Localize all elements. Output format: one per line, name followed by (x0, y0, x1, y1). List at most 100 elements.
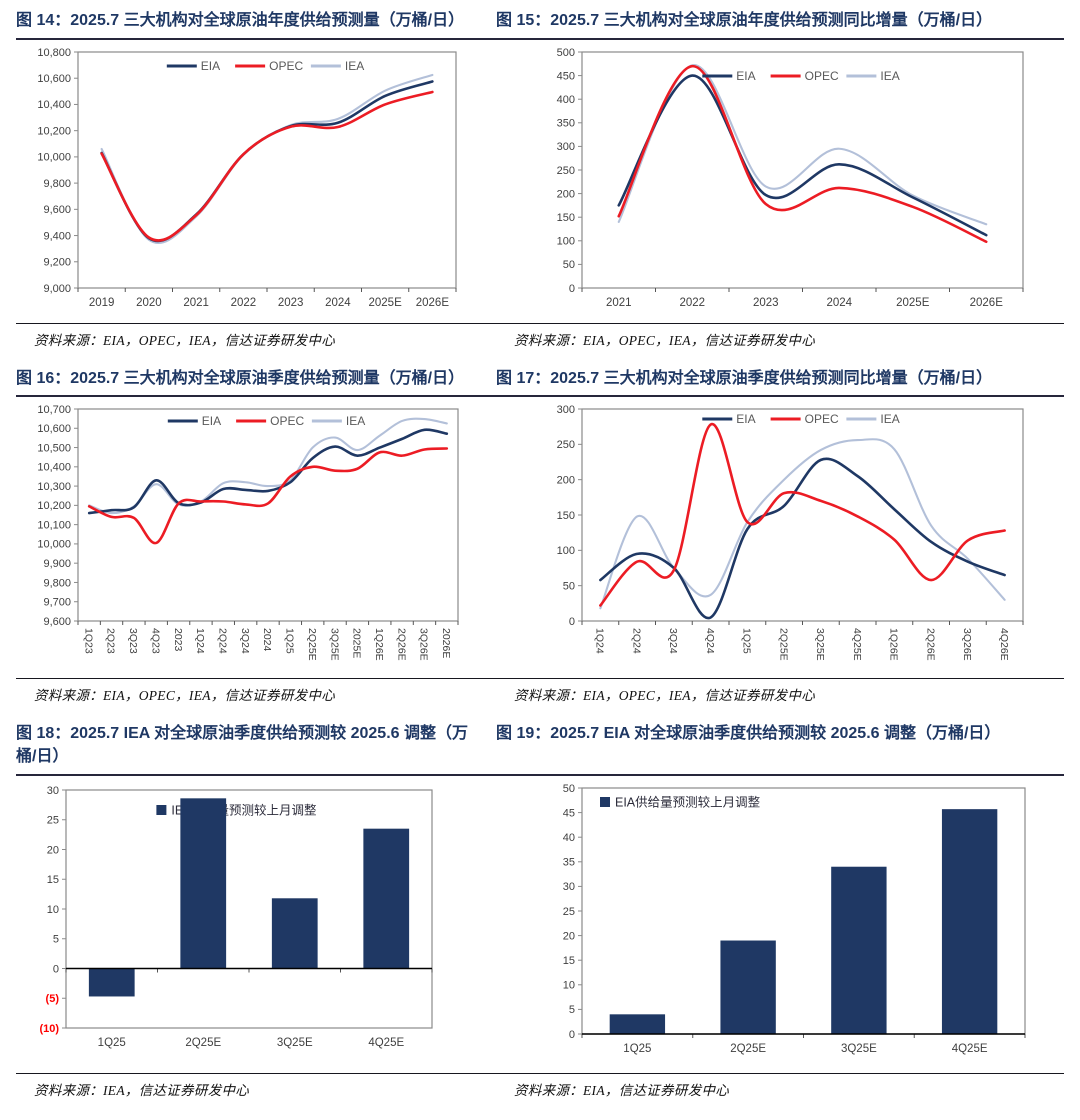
svg-text:3Q25E: 3Q25E (814, 628, 826, 661)
figure-16-line-chart: 9,600 9,700 9,800 9,900 10,000 10,100 10,200 10… (16, 403, 484, 676)
svg-text:3Q24: 3Q24 (239, 628, 251, 654)
svg-text:2025E: 2025E (368, 297, 402, 309)
svg-text:3Q25E: 3Q25E (841, 1043, 877, 1055)
svg-text:9,900: 9,900 (43, 558, 71, 570)
figure-row-2-charts: 9,600 9,700 9,800 9,900 10,000 10,100 10,200 10… (16, 397, 1064, 678)
svg-text:0: 0 (569, 283, 575, 295)
figure-row-2: 图 16：2025.7 三大机构对全球原油季度供给预测量（万桶/日） 图 17：… (16, 366, 1064, 718)
svg-text:250: 250 (557, 440, 575, 452)
svg-text:9,800: 9,800 (43, 578, 71, 590)
svg-text:3Q26E: 3Q26E (418, 628, 430, 661)
svg-text:5: 5 (53, 933, 59, 945)
figure-row-2-sources: 资料来源：EIA，OPEC，IEA，信达证券研发中心 资料来源：EIA，OPEC… (16, 679, 1064, 717)
svg-text:1Q25: 1Q25 (741, 628, 753, 654)
svg-text:9,600: 9,600 (43, 204, 71, 216)
svg-text:15: 15 (563, 955, 575, 967)
svg-text:40: 40 (563, 832, 575, 844)
svg-text:100: 100 (557, 546, 575, 558)
figure-14-source: 资料来源：EIA，OPEC，IEA，信达证券研发中心 (34, 332, 336, 348)
figure-17-line-chart: 0 50 100 150 200 250 300 1Q24 2Q24 3Q24 4Q24 1Q25 2Q… (496, 403, 1064, 676)
svg-text:45: 45 (563, 807, 575, 819)
svg-text:EIA: EIA (736, 412, 755, 426)
svg-text:2025E: 2025E (896, 297, 930, 309)
figure-row-3: 图 18：2025.7 IEA 对全球原油季度供给预测较 2025.6 调整（万… (16, 721, 1064, 1111)
source-divider (16, 322, 1064, 324)
svg-text:2Q25E: 2Q25E (777, 628, 789, 661)
svg-text:10,100: 10,100 (37, 520, 71, 532)
line-chart-svg: 9,600 9,700 9,800 9,900 10,000 10,100 10,200 10… (37, 404, 459, 661)
svg-text:2Q26E: 2Q26E (395, 628, 407, 661)
svg-text:2Q25E: 2Q25E (306, 628, 318, 661)
figure-row-1-sources: 资料来源：EIA，OPEC，IEA，信达证券研发中心 资料来源：EIA，OPEC… (16, 324, 1064, 362)
svg-text:9,400: 9,400 (43, 230, 71, 242)
figure-19-title: 图 19：2025.7 EIA 对全球原油季度供给预测较 2025.6 调整（万… (496, 725, 1001, 743)
svg-text:2024: 2024 (325, 297, 351, 309)
svg-text:1Q26E: 1Q26E (888, 628, 900, 661)
svg-text:20: 20 (563, 930, 575, 942)
svg-text:IEA: IEA (346, 414, 365, 428)
figure-17-title: 图 17：2025.7 三大机构对全球原油季度供给预测同比增量（万桶/日） (496, 369, 993, 387)
svg-text:1Q25: 1Q25 (623, 1043, 651, 1055)
svg-text:100: 100 (557, 235, 575, 247)
svg-text:2Q24: 2Q24 (216, 628, 228, 654)
svg-text:2026E: 2026E (970, 297, 1004, 309)
svg-text:2023: 2023 (172, 628, 184, 652)
line-chart-svg: 9,000 9,200 9,400 9,600 9,800 10,000 10,200 10,… (37, 47, 457, 309)
figure-18-bar-chart: (10) (5) 0 5 10 15 20 25 30 1Q25 2Q25E 3Q25E 4Q25E IE… (16, 782, 484, 1071)
figure-row-2-titles: 图 16：2025.7 三大机构对全球原油季度供给预测量（万桶/日） 图 17：… (16, 366, 1064, 395)
svg-text:10,400: 10,400 (37, 462, 71, 474)
svg-text:400: 400 (557, 94, 575, 106)
figure-16-title: 图 16：2025.7 三大机构对全球原油季度供给预测量（万桶/日） (16, 369, 465, 387)
svg-text:2022: 2022 (679, 297, 705, 309)
svg-text:2021: 2021 (183, 297, 209, 309)
svg-text:IEA: IEA (880, 412, 899, 426)
svg-text:2Q23: 2Q23 (105, 628, 117, 654)
svg-text:10,200: 10,200 (37, 125, 71, 137)
figure-18-source: 资料来源：IEA，信达证券研发中心 (34, 1082, 250, 1098)
svg-text:10,300: 10,300 (37, 481, 71, 493)
figure-17-source: 资料来源：EIA，OPEC，IEA，信达证券研发中心 (514, 688, 816, 704)
svg-text:OPEC: OPEC (270, 414, 304, 428)
svg-text:25: 25 (47, 814, 59, 826)
svg-text:1Q24: 1Q24 (194, 628, 206, 654)
figure-14-line-chart: 9,000 9,200 9,400 9,600 9,800 10,000 10,200 10,… (16, 46, 484, 321)
svg-text:2025E: 2025E (351, 628, 363, 658)
svg-text:200: 200 (557, 188, 575, 200)
svg-text:2020: 2020 (136, 297, 162, 309)
svg-text:10,500: 10,500 (37, 443, 71, 455)
svg-text:(5): (5) (46, 993, 60, 1005)
svg-text:4Q25E: 4Q25E (368, 1037, 404, 1049)
svg-text:4Q25E: 4Q25E (851, 628, 863, 661)
source-divider (16, 1072, 1064, 1074)
svg-text:30: 30 (563, 881, 575, 893)
svg-text:10,400: 10,400 (37, 99, 71, 111)
figure-row-1-charts: 9,000 9,200 9,400 9,600 9,800 10,000 10,200 10,… (16, 40, 1064, 323)
figure-row-3-titles: 图 18：2025.7 IEA 对全球原油季度供给预测较 2025.6 调整（万… (16, 721, 1064, 772)
svg-text:2021: 2021 (606, 297, 632, 309)
svg-text:2019: 2019 (89, 297, 115, 309)
title-divider (16, 773, 1064, 776)
svg-text:5: 5 (569, 1004, 575, 1016)
svg-text:1Q26E: 1Q26E (373, 628, 385, 661)
svg-text:10,000: 10,000 (37, 539, 71, 551)
svg-text:2024: 2024 (261, 628, 273, 652)
svg-text:300: 300 (557, 404, 575, 416)
svg-text:35: 35 (563, 856, 575, 868)
svg-text:9,000: 9,000 (43, 283, 71, 295)
svg-text:450: 450 (557, 70, 575, 82)
svg-text:2024: 2024 (826, 297, 852, 309)
source-divider (16, 678, 1064, 680)
title-divider (16, 37, 1064, 40)
svg-text:2Q25E: 2Q25E (185, 1037, 221, 1049)
svg-text:4Q23: 4Q23 (149, 628, 161, 654)
svg-text:4Q24: 4Q24 (704, 628, 716, 654)
svg-text:150: 150 (557, 212, 575, 224)
svg-text:10: 10 (47, 904, 59, 916)
svg-text:15: 15 (47, 874, 59, 886)
svg-text:1Q25: 1Q25 (284, 628, 296, 654)
svg-text:2023: 2023 (753, 297, 779, 309)
svg-text:2026E: 2026E (416, 297, 450, 309)
figure-16-source: 资料来源：EIA，OPEC，IEA，信达证券研发中心 (34, 688, 336, 704)
svg-text:10,700: 10,700 (37, 404, 71, 416)
svg-text:20: 20 (47, 844, 59, 856)
